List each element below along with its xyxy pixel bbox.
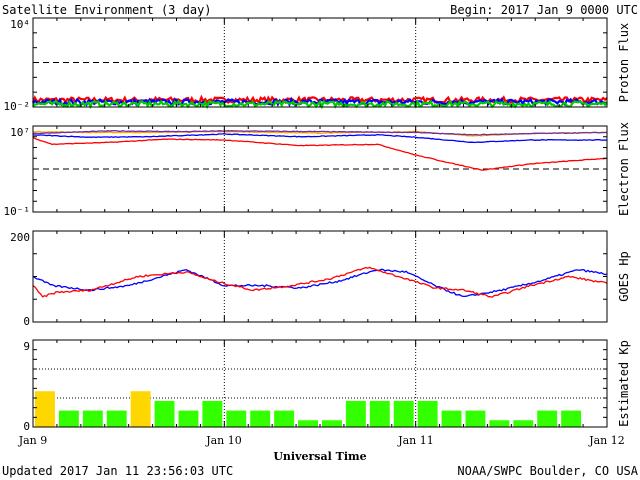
kp-bar	[58, 410, 79, 427]
proton-flux-frame	[32, 17, 608, 108]
kp-bar	[106, 410, 127, 427]
kp-bar	[393, 400, 414, 427]
kp-bar	[441, 410, 462, 427]
kp-bar	[82, 410, 103, 427]
kp-bar	[274, 410, 295, 427]
chart-title: Satellite Environment (3 day)	[2, 3, 212, 17]
kp-bar	[513, 420, 534, 427]
kp-bar	[537, 410, 558, 427]
kp-bar	[322, 420, 342, 427]
y-axis-label: Electron Flux	[617, 122, 631, 216]
kp-bar	[369, 400, 390, 427]
credit-text: NOAA/SWPC Boulder, CO USA	[457, 464, 638, 478]
updated-time: Updated 2017 Jan 11 23:56:03 UTC	[2, 464, 233, 478]
series-line	[32, 129, 607, 136]
y-tick-label: 10⁻¹	[4, 205, 31, 218]
x-tick-label: Jan 9	[18, 434, 48, 447]
proton-flux-panel: 10⁴ 10⁻² Proton Flux	[4, 17, 631, 113]
y-tick-label: 9	[23, 340, 30, 353]
kp-bar	[298, 420, 318, 427]
electron-flux-frame	[32, 125, 608, 213]
series-line	[32, 96, 608, 108]
kp-bar	[489, 420, 510, 427]
electron-flux-panel: 10⁷ 10⁻¹ Electron Flux	[4, 122, 632, 218]
y-tick-label: 0	[23, 315, 30, 328]
goes-hp-panel: 200 0 GOES Hp	[10, 230, 631, 328]
y-tick-label: 200	[10, 231, 30, 244]
kp-bar	[202, 400, 223, 427]
y-tick-label: 10⁷	[10, 126, 30, 139]
series-line	[32, 268, 608, 298]
kp-bar	[130, 391, 151, 427]
kp-bar	[561, 410, 582, 427]
y-axis-label: GOES Hp	[617, 251, 631, 302]
kp-bar	[417, 400, 438, 427]
x-axis-title: Universal Time	[273, 450, 366, 463]
y-tick-label: 10⁻²	[4, 100, 31, 113]
kp-bar	[178, 410, 199, 427]
kp-bar	[465, 410, 486, 427]
x-tick-label: Jan 10	[205, 434, 242, 447]
kp-bar	[35, 391, 55, 427]
estimated-kp-panel: 9 0 Estimated Kp	[23, 339, 631, 433]
goes-hp-frame	[32, 230, 608, 323]
series-line	[32, 266, 608, 298]
kp-bar	[345, 400, 366, 427]
series-line	[32, 137, 608, 171]
y-axis-label: Estimated Kp	[617, 340, 631, 427]
y-tick-label: 0	[23, 420, 30, 433]
kp-bar	[226, 410, 247, 427]
x-tick-label: Jan 11	[397, 434, 434, 447]
kp-bar	[250, 410, 271, 427]
x-tick-label: Jan 12	[588, 434, 625, 447]
y-tick-label: 10⁴	[10, 18, 30, 31]
y-axis-label: Proton Flux	[617, 23, 631, 102]
kp-bar	[154, 400, 175, 427]
begin-time: Begin: 2017 Jan 9 0000 UTC	[450, 3, 638, 17]
series-line	[32, 133, 608, 144]
